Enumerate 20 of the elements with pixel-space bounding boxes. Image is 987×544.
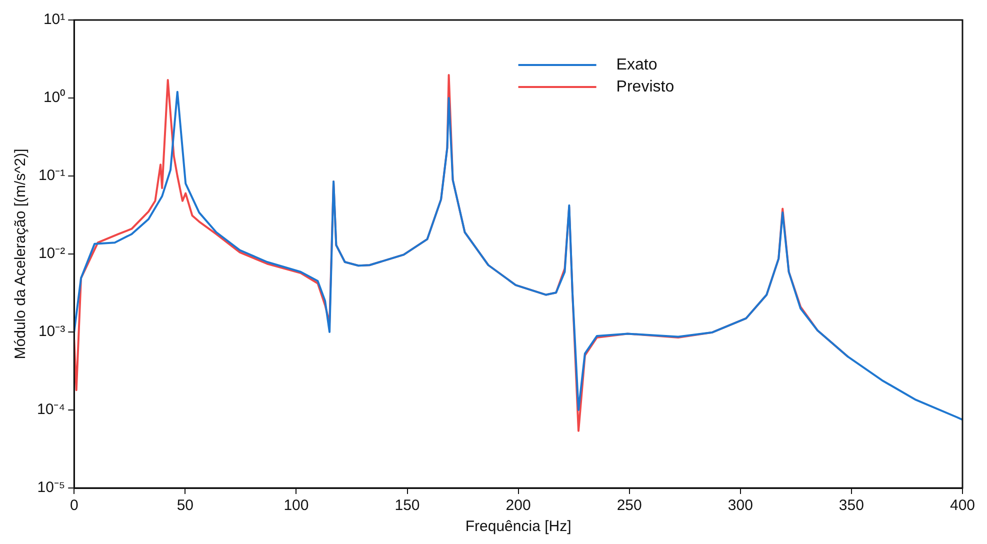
y-tick-label: 10⁻³ [38,323,66,340]
legend-label: Exato [616,56,658,74]
x-tick-label: 400 [950,497,975,514]
y-tick-label: 10⁻⁴ [36,401,66,418]
x-tick-label: 150 [394,497,420,514]
x-tick-label: 350 [838,497,864,514]
x-tick-label: 100 [284,497,309,514]
x-tick-label: 250 [616,497,642,514]
x-tick-label: 300 [728,497,753,514]
legend-label: Previsto [616,78,674,96]
x-tick-label: 200 [506,497,531,514]
x-axis-title: Frequência [Hz] [465,518,572,536]
y-axis-title: Módulo da Aceleração [(m/s^2)] [12,148,30,360]
y-tick-label: 10⁰ [43,89,66,106]
y-tick-label: 10⁻² [38,245,66,262]
y-tick-label: 10¹ [43,11,66,28]
y-tick-label: 10⁻⁵ [37,479,66,496]
y-tick-label: 10⁻¹ [38,167,66,184]
x-tick-label: 50 [176,497,194,514]
x-tick-label: 0 [70,497,78,514]
